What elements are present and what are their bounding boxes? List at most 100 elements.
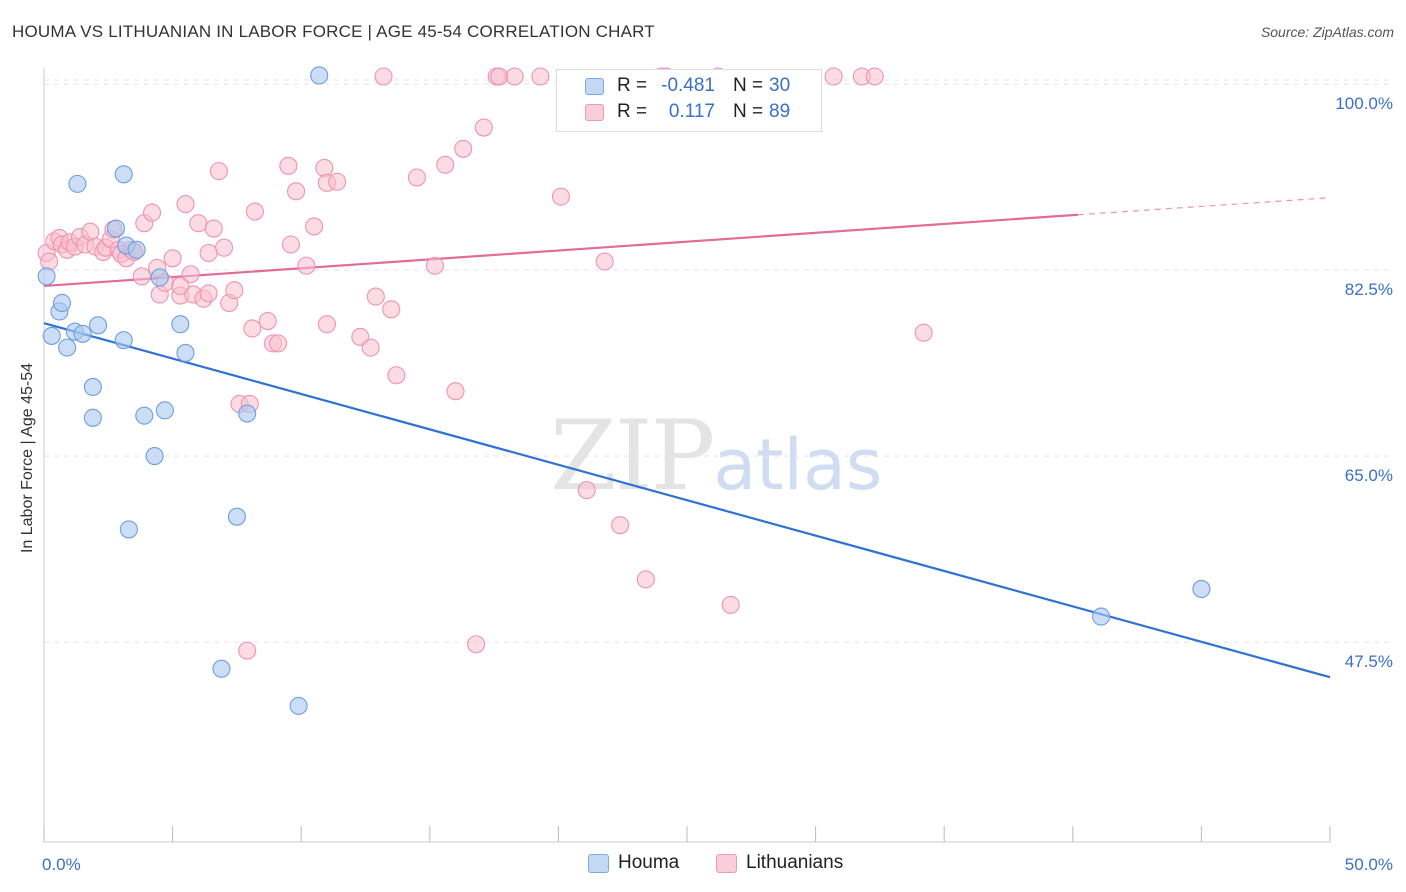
lithuanians-point	[209, 162, 228, 181]
chart-title: HOUMA VS LITHUANIAN IN LABOR FORCE | AGE…	[12, 22, 655, 41]
lithuanians-point	[425, 256, 444, 275]
houma-trend-line	[43, 322, 1331, 679]
lithuanians-point	[243, 319, 262, 338]
houma-legend-label: Houma	[618, 852, 680, 873]
lithuanians-point	[269, 334, 288, 353]
houma-point	[212, 659, 231, 678]
lithuanians-point	[611, 516, 630, 535]
houma-point	[176, 343, 195, 362]
lithuanians-point	[328, 172, 347, 191]
lithuanians-point	[490, 67, 509, 86]
lithuanians-trend-line	[43, 213, 1079, 288]
houma-point	[73, 324, 92, 343]
lithuanians-point	[436, 155, 455, 174]
trend-lines	[43, 197, 1331, 679]
houma-point	[1192, 579, 1211, 599]
stats-legend: R = -0.481 N = 30 R = 0.117 N = 89	[556, 69, 822, 132]
lithuanians-point	[374, 67, 393, 86]
lithuanians-point	[297, 256, 316, 275]
houma-point	[83, 377, 102, 397]
houma-point	[114, 165, 133, 184]
lithuanians-point	[454, 139, 473, 158]
lithuanians-point	[446, 382, 465, 401]
legend-row-lithuanians: R = 0.117 N = 89	[557, 101, 821, 127]
houma-legend-swatch	[588, 854, 609, 873]
y-tick-label: 100.0%	[1335, 94, 1393, 113]
lithuanians-point	[636, 570, 655, 589]
lithuanians-point	[281, 235, 300, 254]
houma-point	[83, 408, 102, 427]
data-points	[37, 66, 1211, 715]
lithuanians-legend-swatch	[716, 854, 737, 873]
lithuanians-point	[199, 284, 218, 303]
houma-point	[145, 447, 164, 466]
lithuanians-n-label: N =	[733, 101, 764, 122]
houma-point	[68, 174, 87, 193]
houma-point	[106, 219, 126, 238]
y-tick-label: 65.0%	[1345, 466, 1393, 485]
lithuanians-r-label: R =	[617, 101, 648, 122]
lithuanians-point	[865, 67, 884, 86]
lithuanians-point	[361, 338, 380, 357]
lithuanians-point	[176, 195, 195, 214]
grid-lines	[44, 79, 1392, 643]
houma-point	[135, 406, 154, 425]
houma-point	[42, 326, 61, 345]
houma-point	[58, 338, 77, 357]
lithuanians-point	[238, 641, 257, 660]
lithuanians-point	[505, 67, 524, 86]
lithuanians-point	[214, 238, 234, 257]
houma-point	[119, 520, 138, 539]
houma-point	[52, 293, 72, 313]
houma-point	[1092, 607, 1111, 626]
lithuanians-point	[382, 300, 401, 319]
lithuanians-point	[132, 267, 151, 286]
lithuanians-point	[189, 214, 208, 233]
lithuanians-point	[171, 276, 190, 296]
lithuanians-point	[551, 187, 571, 206]
lithuanians-point	[595, 252, 614, 271]
lithuanians-point	[279, 156, 298, 175]
x-tick-label: 0.0%	[42, 855, 81, 874]
lithuanians-point	[387, 366, 406, 385]
houma-point	[171, 315, 190, 334]
chart-source: Source: ZipAtlas.com	[1260, 24, 1394, 40]
houma-r-value: -0.481	[661, 75, 715, 96]
lithuanians-point	[407, 168, 426, 187]
houma-point	[155, 401, 174, 420]
lithuanians-point	[824, 67, 843, 86]
tick-labels: 47.5% 65.0% 82.5% 100.0% 0.0% 50.0%	[42, 94, 1393, 874]
houma-n-label: N =	[733, 75, 764, 96]
lithuanians-point	[287, 182, 306, 201]
houma-point	[227, 507, 246, 526]
legend-row-houma: R = -0.481 N = 30	[557, 75, 821, 101]
houma-r-label: R =	[617, 75, 648, 96]
axes	[43, 68, 1331, 843]
lithuanians-point	[142, 203, 162, 222]
houma-point	[88, 316, 108, 335]
x-tick-label: 50.0%	[1345, 855, 1393, 874]
lithuanians-point	[721, 595, 740, 614]
y-tick-label: 47.5%	[1345, 652, 1393, 671]
houma-n-value: 30	[769, 75, 791, 96]
lithuanians-point	[577, 481, 596, 500]
lithuanians-point	[204, 219, 223, 238]
lithuanians-point	[317, 315, 336, 334]
houma-point	[114, 331, 133, 350]
houma-point	[238, 404, 257, 423]
lithuanians-n-value: 89	[769, 101, 791, 122]
y-axis-label: In Labor Force | Age 45-54	[19, 362, 36, 554]
lithuanians-point	[531, 67, 550, 86]
houma-point	[289, 696, 308, 715]
lithuanians-point	[305, 217, 324, 236]
lithuanians-point	[315, 158, 334, 177]
lithuanians-swatch	[585, 104, 604, 121]
houma-point	[37, 267, 56, 286]
lithuanians-r-value: 0.117	[668, 101, 715, 122]
lithuanians-point	[474, 118, 493, 137]
lithuanians-point	[199, 243, 218, 263]
lithuanians-point	[258, 311, 277, 331]
lithuanians-point	[366, 287, 385, 306]
lithuanians-point	[245, 202, 264, 221]
